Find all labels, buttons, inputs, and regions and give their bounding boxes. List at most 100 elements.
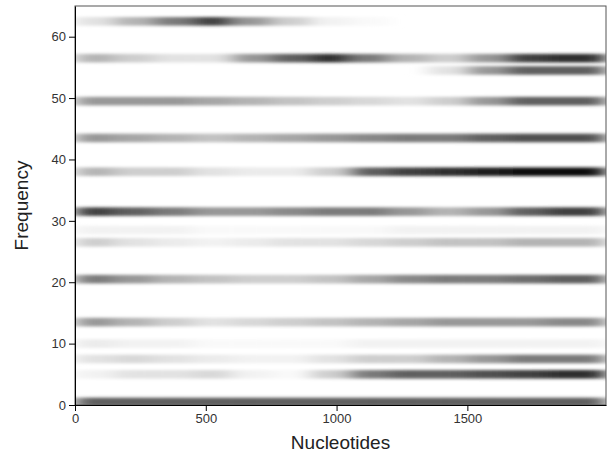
heat-cell [232, 318, 271, 327]
heat-cell [271, 339, 310, 348]
heat-cell [507, 97, 546, 106]
heat-cell [193, 355, 232, 364]
heat-cell [271, 398, 310, 405]
heat-cell [350, 66, 389, 75]
y-tick: 20 [52, 275, 75, 290]
heat-cell [153, 97, 192, 106]
heat-cell [310, 355, 349, 364]
heat-cell [546, 318, 606, 327]
heat-cell [350, 134, 389, 143]
heat-cell [271, 66, 310, 75]
heat-cell [114, 97, 153, 106]
heat-cell [75, 207, 114, 216]
heat-cell [350, 370, 389, 379]
heat-cell [546, 66, 606, 75]
heat-cell [546, 339, 606, 348]
heat-cell [153, 226, 192, 235]
y-tick: 30 [52, 214, 75, 229]
y-tick-label: 20 [52, 275, 66, 290]
heat-cell [310, 54, 349, 63]
heat-cell [232, 167, 271, 176]
heat-cell [232, 17, 271, 26]
heat-cell [507, 398, 546, 405]
heat-cell [467, 66, 506, 75]
heat-cell [428, 398, 467, 405]
heat-cell [350, 238, 389, 247]
heat-cell [114, 17, 153, 26]
y-axis: 0102030405060 [52, 7, 76, 413]
y-tick: 0 [59, 398, 75, 413]
heat-cell [114, 398, 153, 405]
heat-cell [75, 398, 114, 405]
heat-cell [389, 275, 428, 284]
x-tick: 1000 [323, 405, 352, 426]
y-tick-mark [69, 221, 75, 222]
heat-cell [546, 238, 606, 247]
heat-cell [389, 318, 428, 327]
heat-cell [350, 398, 389, 405]
heat-cell [114, 275, 153, 284]
heat-cell [350, 275, 389, 284]
heat-cell [546, 355, 606, 364]
heat-cell [271, 355, 310, 364]
heat-cell [232, 226, 271, 235]
heat-cell [75, 275, 114, 284]
heat-cell [75, 226, 114, 235]
y-tick-mark [69, 98, 75, 99]
y-tick-label: 60 [52, 29, 66, 44]
heat-cell [75, 54, 114, 63]
x-tick: 500 [195, 405, 217, 426]
heat-cell [114, 355, 153, 364]
heat-cell [546, 275, 606, 284]
x-axis-line [76, 405, 607, 406]
heat-cell [428, 339, 467, 348]
heat-cell [153, 167, 192, 176]
heat-cell [389, 355, 428, 364]
heat-cell [310, 238, 349, 247]
heat-cell [153, 134, 192, 143]
heat-cell [75, 97, 114, 106]
heat-cell [546, 134, 606, 143]
x-tick-label: 1000 [323, 411, 352, 426]
heat-cell [389, 97, 428, 106]
heat-cell [114, 66, 153, 75]
plot-frame [75, 6, 606, 405]
heat-cell [467, 167, 506, 176]
heat-cell [193, 97, 232, 106]
plot-background [75, 6, 606, 405]
heat-cell [507, 17, 546, 26]
x-tick-mark [206, 405, 207, 411]
heat-cell [75, 339, 114, 348]
heat-cell [350, 355, 389, 364]
heat-cell [507, 226, 546, 235]
heat-cell [232, 370, 271, 379]
heat-cell [114, 207, 153, 216]
heat-cell [232, 134, 271, 143]
heat-cell [428, 238, 467, 247]
heat-cell [507, 167, 546, 176]
heat-cell [546, 54, 606, 63]
heat-cell [350, 17, 389, 26]
heat-cell [310, 207, 349, 216]
heat-cell [428, 355, 467, 364]
y-tick-label: 50 [52, 91, 66, 106]
x-tick: 1500 [453, 405, 482, 426]
heat-cell [153, 17, 192, 26]
y-tick-mark [69, 405, 75, 406]
y-tick-label: 0 [59, 398, 66, 413]
heat-cell [114, 54, 153, 63]
heat-cell [232, 66, 271, 75]
heat-cell [271, 275, 310, 284]
heat-cell [389, 370, 428, 379]
heat-cell [271, 97, 310, 106]
heat-cell [389, 398, 428, 405]
heat-cell [389, 17, 428, 26]
heat-cell [428, 54, 467, 63]
heat-cell [507, 238, 546, 247]
heat-cell [350, 54, 389, 63]
heat-cell [193, 238, 232, 247]
chart: 0500100015000102030405060NucleotidesFreq… [0, 0, 616, 459]
heat-cell [467, 17, 506, 26]
x-tick-mark [337, 405, 338, 411]
x-tick-label: 500 [195, 411, 217, 426]
